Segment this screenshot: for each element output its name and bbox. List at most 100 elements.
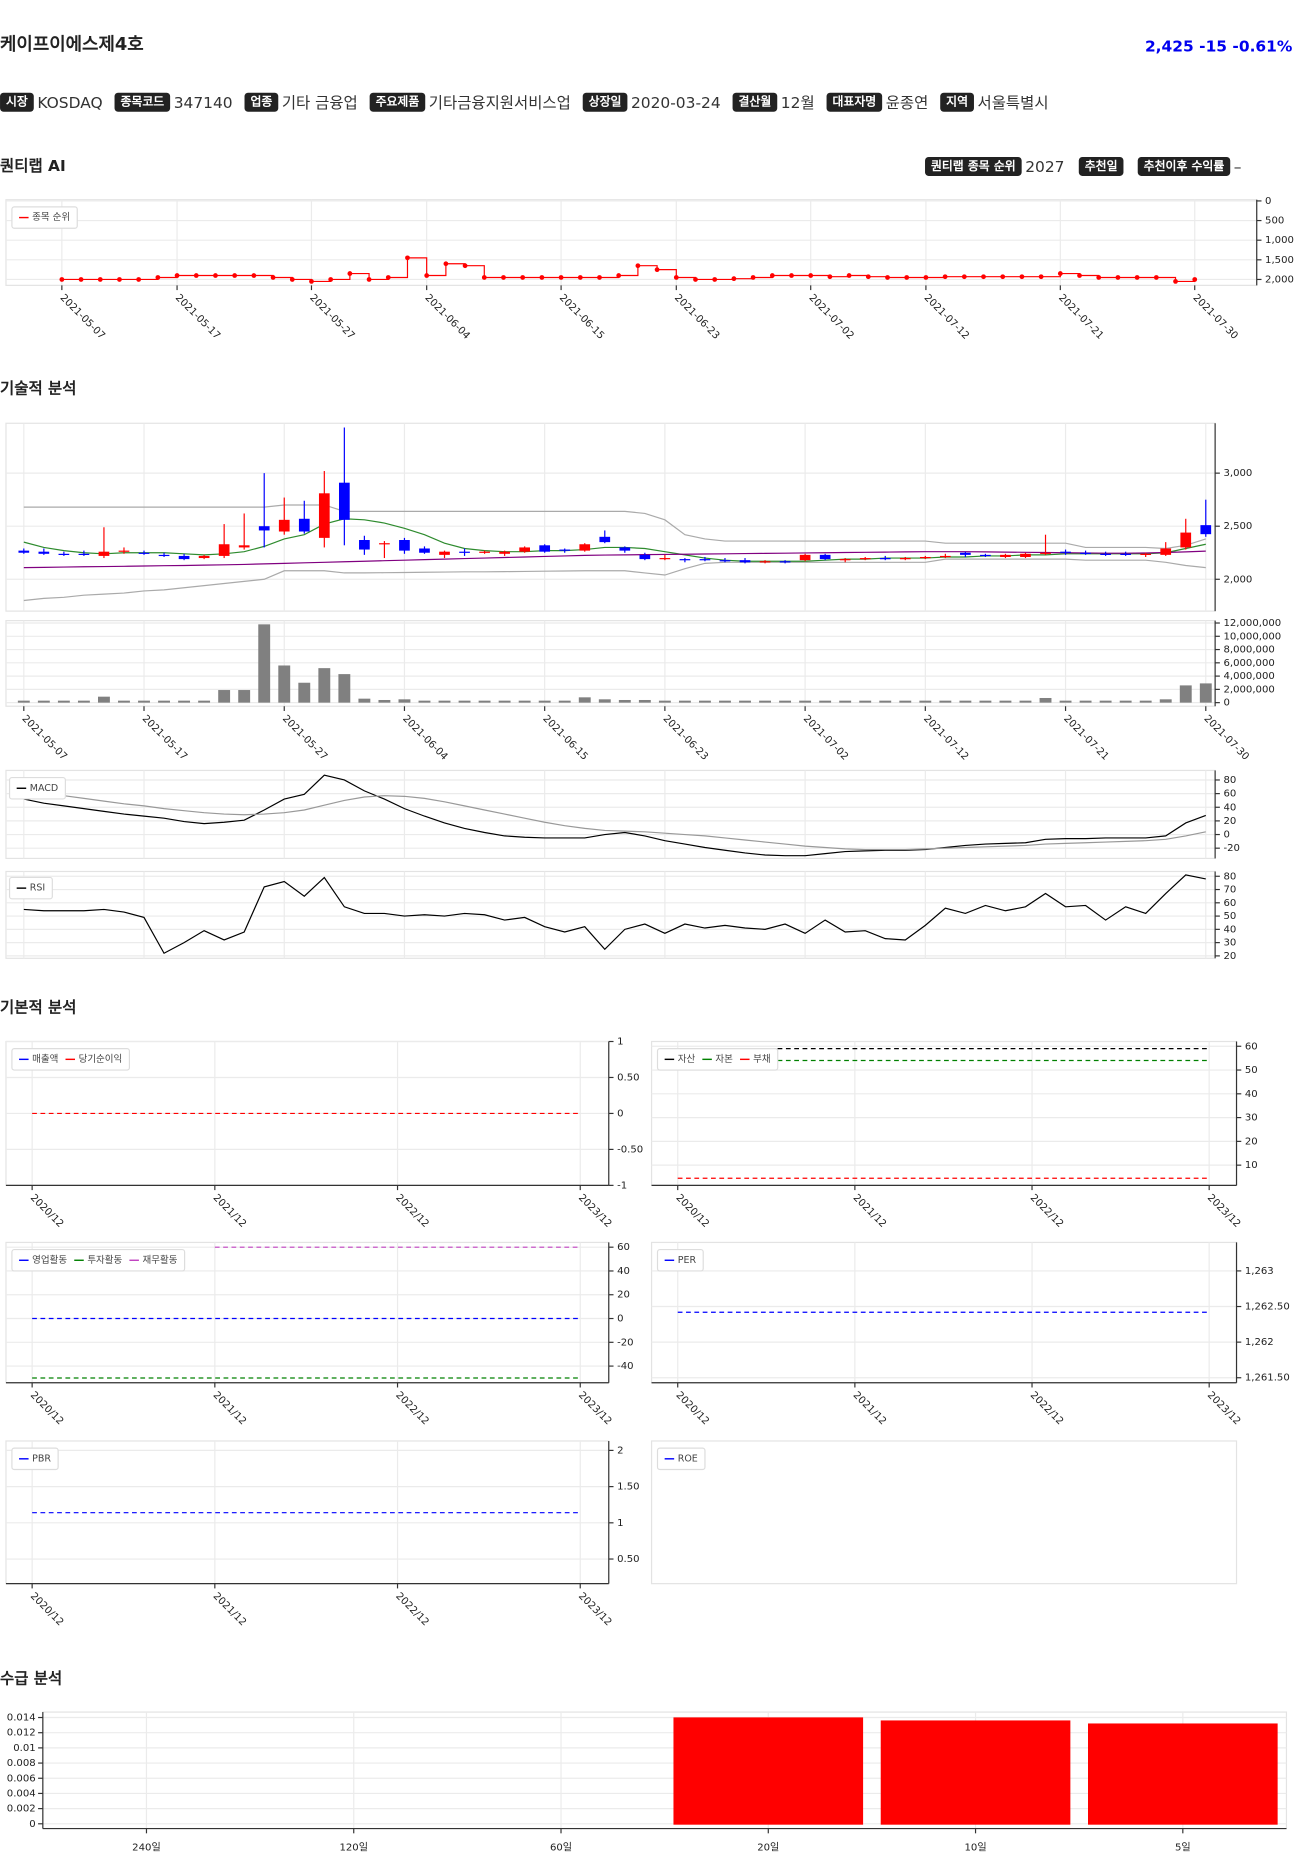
volume-bar [1139,700,1152,703]
legend-label: 자본 [715,1054,733,1065]
legend-box [656,1248,704,1272]
candle-body [138,552,150,554]
bar [880,1720,1071,1825]
x-tick-label: 2023/12 [576,1591,613,1628]
point [981,274,986,280]
y-tick-label: 80 [1223,871,1236,882]
volume-bar [1199,683,1212,703]
y-tick-label: 0.50 [617,1072,639,1083]
plot-frame [5,199,1258,286]
point [136,277,142,282]
section-title: 수급 분석 [0,1669,62,1687]
plot-frame [650,1440,1238,1585]
ai-label-bg [925,156,1022,176]
info-label: 주요제품 [376,95,420,109]
volume-bar [779,700,792,703]
section-title: 기술적 분석 [0,379,76,397]
y-tick-label: 60 [1245,1041,1258,1052]
candle-body [759,561,771,563]
volume-bar [438,700,451,703]
candle-body [940,555,951,558]
y-tick-label: 1,262.50 [1245,1302,1290,1313]
ai-label: 퀀티랩 종목 순위 [931,159,1016,173]
stock-title: 케이프이에스제4호 [0,34,144,55]
point [1019,274,1025,280]
y-tick-label: 80 [1223,775,1236,786]
point [597,275,602,280]
volume-bar [859,700,872,703]
point [885,275,890,280]
volume-bar [17,700,30,703]
volume-bar [77,700,90,703]
point [78,277,84,282]
info-label-bg [940,92,974,112]
point [481,275,487,280]
point [769,273,775,278]
point [347,271,353,276]
x-tick-label: 2023/12 [576,1390,613,1427]
y-tick-label: 0.006 [7,1773,36,1784]
y-tick-label: 3,000 [1223,468,1252,479]
y-tick-label: 1.50 [617,1482,639,1493]
x-tick-label: 60일 [550,1842,572,1854]
volume-bar [478,700,491,703]
point [174,273,180,278]
volume-bar [398,699,411,703]
y-tick-label: 2,500 [1223,521,1252,532]
x-tick-label: 2021-07-30 [1202,713,1251,762]
candle-body [218,544,230,556]
candle-body [679,559,691,561]
x-tick-label: 2020/12 [28,1193,65,1230]
volume-bar [418,700,431,703]
candle-body [1080,552,1091,554]
x-tick-label: 2021-07-02 [806,293,855,342]
candle-body [879,558,891,560]
y-tick-label: 50 [1245,1065,1258,1076]
ai-title: 퀀티랩 AI [0,156,66,175]
volume-bar [578,697,591,703]
info-label: 시장 [6,95,28,109]
candle-body [1160,548,1172,555]
y-tick-label: 50 [1223,911,1236,922]
point [1096,275,1102,280]
x-tick-label: 2022/12 [393,1193,430,1230]
series-line [23,874,1206,955]
x-tick-label: 2021-06-04 [400,713,449,762]
y-tick-label: 20 [1223,951,1236,962]
candle-body [919,556,931,559]
y-tick-label: 0 [1223,830,1229,841]
y-tick-label: 20 [1245,1136,1258,1147]
candle-body [639,554,651,560]
volume-bar [1179,685,1192,703]
volume-bar [98,696,110,703]
legend-label: 당기순이익 [79,1053,123,1065]
point [443,261,449,267]
candle-body [439,551,450,555]
volume-bar [638,699,651,703]
volume-bar [598,699,611,703]
y-tick-label: 2,000 [1223,574,1252,585]
candle-body [960,552,971,555]
point [117,277,122,282]
y-tick-label: 8,000,000 [1223,645,1274,656]
point [789,273,794,278]
point [1038,274,1044,280]
volume-bar [57,700,70,703]
series-line [23,504,1206,550]
y-tick-label: 12,000,000 [1223,618,1281,629]
point [865,274,871,280]
legend-label: PER [678,1255,697,1266]
volume-bar [558,700,571,703]
volume-bar [1079,700,1092,703]
y-tick-label: 2,000 [1265,274,1294,285]
candle-body [599,536,611,543]
candle-body [479,551,490,553]
volume-bar [1059,700,1072,703]
point [520,275,526,280]
series-line [23,774,1206,857]
candle-body [359,540,370,550]
point [309,279,314,284]
info-value: 2020-03-24 [631,94,721,112]
y-tick-label: 60 [617,1242,630,1253]
y-tick-label: 1,261.50 [1245,1373,1290,1384]
